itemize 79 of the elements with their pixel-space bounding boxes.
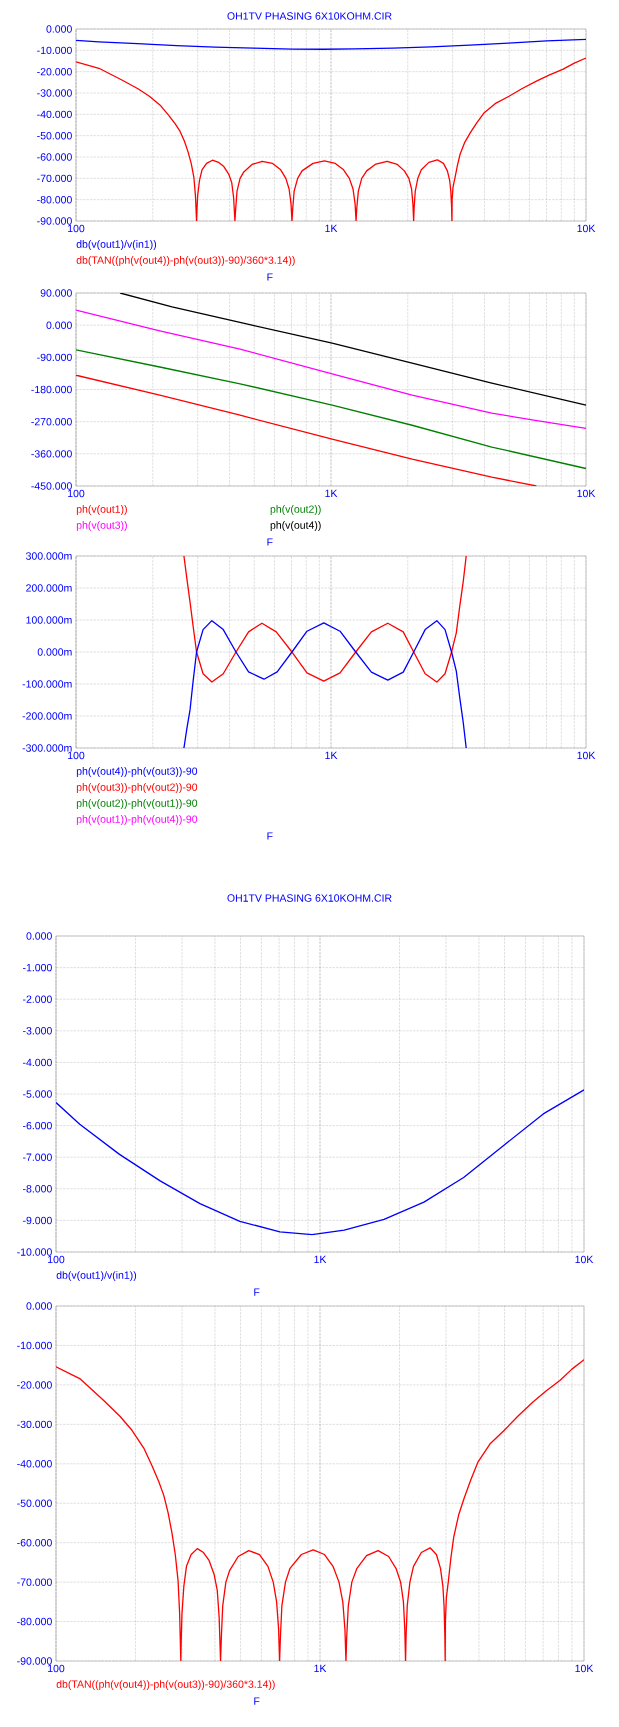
y-tick-label: -30.000 bbox=[37, 89, 72, 97]
x-tick-label: 10K bbox=[577, 489, 596, 498]
y-tick-label: -4.000 bbox=[23, 1058, 52, 1067]
x-axis-title: F bbox=[267, 538, 273, 546]
x-axis-title: F bbox=[254, 1288, 260, 1296]
y-tick-label: -200.000m bbox=[22, 712, 72, 720]
y-tick-label: 0.000 bbox=[26, 1302, 52, 1310]
x-axis-title: F bbox=[267, 273, 273, 281]
chart-title: OH1TV PHASING 6X10KOHM.CIR bbox=[227, 12, 392, 20]
y-tick-label: -10.000 bbox=[17, 1341, 52, 1350]
y-tick-label: -70.000 bbox=[17, 1578, 52, 1586]
y-tick-label: -10.000 bbox=[17, 1248, 52, 1256]
y-tick-label: -60.000 bbox=[37, 153, 72, 161]
text: db(v(out1)/v(in1)) bbox=[76, 240, 157, 250]
y-tick-label: -80.000 bbox=[17, 1617, 52, 1626]
x-tick-label: 1K bbox=[314, 1255, 327, 1263]
y-tick-label: -6.000 bbox=[23, 1121, 52, 1130]
text: ph(v(out3)) bbox=[76, 521, 127, 531]
y-tick-label: 200.000m bbox=[26, 584, 72, 592]
x-tick-label: 10K bbox=[575, 1255, 594, 1264]
y-tick-label: -20.000 bbox=[37, 67, 72, 76]
text: db(TAN((ph(v(out4))-ph(v(out3))-90)/360*3.14)) bbox=[76, 256, 295, 266]
x-tick-label: 10K bbox=[577, 751, 596, 760]
text: db(v(out1)/v(in1)) bbox=[56, 1271, 137, 1281]
y-tick-label: -40.000 bbox=[17, 1460, 52, 1468]
y-tick-label: -40.000 bbox=[37, 110, 72, 119]
text: ph(v(out4)) bbox=[270, 521, 321, 531]
y-tick-label: -3.000 bbox=[23, 1027, 52, 1035]
y-tick-label: 0.000m bbox=[37, 648, 72, 656]
y-tick-label: -9.000 bbox=[23, 1216, 52, 1225]
x-tick-label: 10K bbox=[575, 1664, 594, 1673]
y-tick-label: -60.000 bbox=[17, 1538, 52, 1547]
text: ph(v(out1)) bbox=[76, 505, 127, 515]
y-tick-label: -180.000 bbox=[31, 385, 72, 394]
text: ph(v(out2)) bbox=[270, 505, 321, 515]
y-tick-label: -450.000 bbox=[31, 482, 72, 490]
y-tick-label: -50.000 bbox=[17, 1499, 52, 1507]
x-tick-label: 1K bbox=[325, 751, 338, 759]
y-tick-label: -20.000 bbox=[17, 1381, 52, 1389]
x-tick-label: 1K bbox=[325, 489, 338, 497]
y-tick-label: -300.000m bbox=[22, 744, 72, 752]
y-tick-label: -7.000 bbox=[23, 1153, 52, 1161]
series-label: db(TAN((ph(v(out4))-ph(v(out3))-90)/360*3.14)) bbox=[56, 1680, 275, 1690]
chart-title: OH1TV PHASING 6X10KOHM.CIR bbox=[227, 894, 392, 902]
legend-label: ph(v(out1))-ph(v(out4))-90 bbox=[76, 815, 198, 825]
y-tick-label: -70.000 bbox=[37, 174, 72, 183]
text: ph(v(out3))-ph(v(out2))-90 bbox=[76, 783, 198, 793]
x-axis-title: F bbox=[254, 1697, 260, 1705]
text: ph(v(out4))-ph(v(out3))-90 bbox=[76, 767, 198, 777]
x-tick-label: 100 bbox=[48, 1255, 65, 1264]
x-tick-label: 1K bbox=[314, 1664, 327, 1672]
x-tick-label: 100 bbox=[68, 224, 85, 233]
x-tick-label: 100 bbox=[68, 751, 85, 760]
y-tick-label: 90.000 bbox=[40, 289, 72, 297]
y-tick-label: -50.000 bbox=[37, 131, 72, 140]
x-tick-label: 10K bbox=[577, 224, 596, 233]
y-tick-label: -30.000 bbox=[17, 1420, 52, 1429]
y-tick-label: -360.000 bbox=[31, 450, 72, 458]
y-tick-label: 0.000 bbox=[46, 25, 72, 33]
y-tick-label: -2.000 bbox=[23, 995, 52, 1003]
x-tick-label: 100 bbox=[68, 489, 85, 498]
y-tick-label: 0.000 bbox=[46, 321, 72, 329]
y-tick-label: 0.000 bbox=[26, 932, 52, 940]
y-tick-label: -90.000 bbox=[37, 217, 72, 225]
y-tick-label: -100.000m bbox=[22, 680, 72, 688]
y-tick-label: -10.000 bbox=[37, 46, 72, 55]
y-tick-label: -90.000 bbox=[17, 1657, 52, 1665]
x-tick-label: 100 bbox=[48, 1664, 65, 1673]
x-axis-title: F bbox=[267, 832, 273, 840]
y-tick-label: -8.000 bbox=[23, 1185, 52, 1193]
y-tick-label: 100.000m bbox=[26, 616, 72, 624]
legend-label: ph(v(out2))-ph(v(out1))-90 bbox=[76, 799, 198, 809]
y-tick-label: 300.000m bbox=[26, 552, 72, 560]
y-tick-label: -270.000 bbox=[31, 417, 72, 426]
y-tick-label: -90.000 bbox=[37, 353, 72, 362]
y-tick-label: -1.000 bbox=[23, 963, 52, 972]
y-tick-label: -5.000 bbox=[23, 1090, 52, 1098]
x-tick-label: 1K bbox=[325, 224, 338, 232]
y-tick-label: -80.000 bbox=[37, 195, 72, 204]
